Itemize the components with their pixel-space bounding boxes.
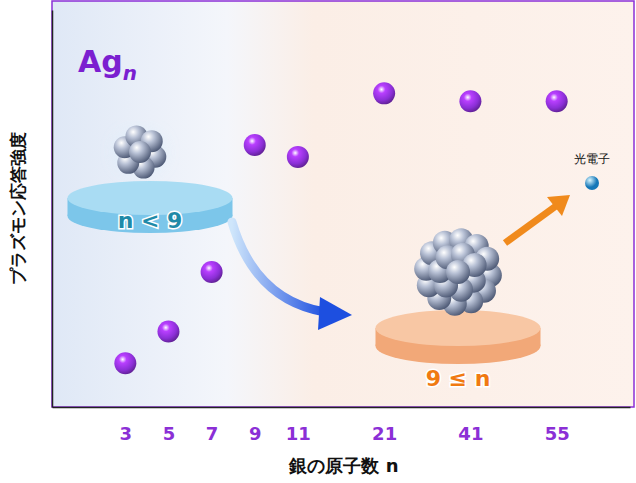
arrow-head [318,297,352,330]
x-tick-label: 3 [120,423,133,444]
title-subscript: n [123,61,137,85]
x-tick: 41 [458,423,483,444]
chart: 3 5 7 9 11 21 41 55 銀の原子数 n プラズモン応答強度 Agn n < 9 9 ≤ … [0,0,636,483]
annotation: n < 9 [118,208,183,233]
x-axis-line [53,407,631,409]
points [114,82,567,374]
title: Agn [78,44,137,85]
x-tick-label: 11 [286,423,311,444]
illustration [68,125,600,364]
background [52,1,634,407]
atom [129,141,151,163]
arrow [232,222,325,312]
x-axis: 3 5 7 9 11 21 41 55 [53,408,631,444]
point [201,261,223,283]
arrow [505,206,556,243]
x-tick: 3 [120,423,133,444]
x-tick-label: 55 [545,423,570,444]
x-tick-label: 5 [163,423,176,444]
point [459,90,481,112]
point [114,352,136,374]
x-tick-label: 7 [206,423,219,444]
point [373,82,395,104]
x-tick: 5 [163,423,176,444]
annotation: 光電子 [574,152,610,166]
point [244,134,266,156]
arrow-head [547,195,570,216]
point [157,321,179,343]
x-tick: 11 [286,423,311,444]
y-axis-line [52,11,54,408]
x-tick: 55 [545,423,570,444]
y-axis [52,11,53,408]
point [546,90,568,112]
x-tick: 9 [249,423,262,444]
x-tick-label: 21 [372,423,397,444]
x-tick-label: 41 [458,423,483,444]
x-tick-label: 9 [249,423,262,444]
photoelectron [585,176,599,190]
annotation: 9 ≤ n [426,366,491,391]
x-tick: 21 [372,423,397,444]
x-tick: 7 [206,423,219,444]
point [287,146,309,168]
y-axis-title: プラズモン応答強度 [8,132,28,285]
title-text: Ag [78,44,123,79]
atom [446,260,470,284]
x-axis-title: 銀の原子数 n [288,455,398,476]
